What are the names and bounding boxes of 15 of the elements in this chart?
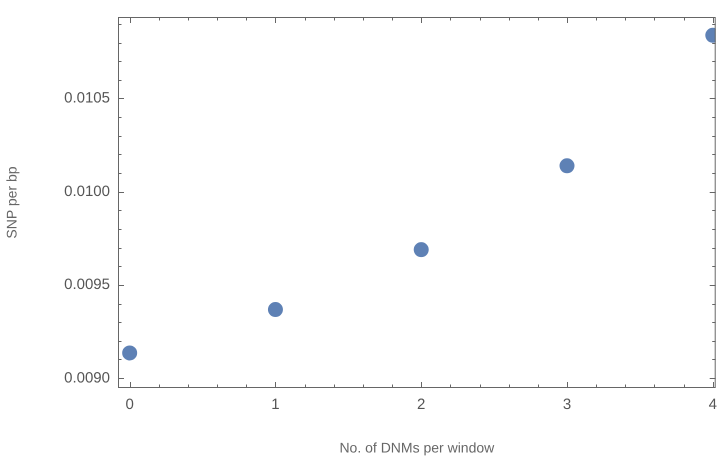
x-tick-label: 2 xyxy=(417,396,426,414)
point xyxy=(122,345,138,360)
x-tick-label: 4 xyxy=(708,396,717,414)
y-tick-label: 0.0090 xyxy=(64,369,110,386)
y-tick-label: 0.0095 xyxy=(64,276,110,294)
y-axis-title: SNP per bp xyxy=(3,166,20,239)
x-tick-label: 1 xyxy=(271,396,280,414)
y-tick-label: 0.0100 xyxy=(64,182,110,200)
y-tick-label: 0.0105 xyxy=(64,90,110,107)
x-tick-label: 0 xyxy=(125,396,134,414)
point xyxy=(560,158,575,174)
point xyxy=(268,302,283,318)
x-tick-label: 3 xyxy=(562,396,572,414)
x-axis-title: No. of DNMs per window xyxy=(339,439,496,456)
point xyxy=(414,242,429,258)
